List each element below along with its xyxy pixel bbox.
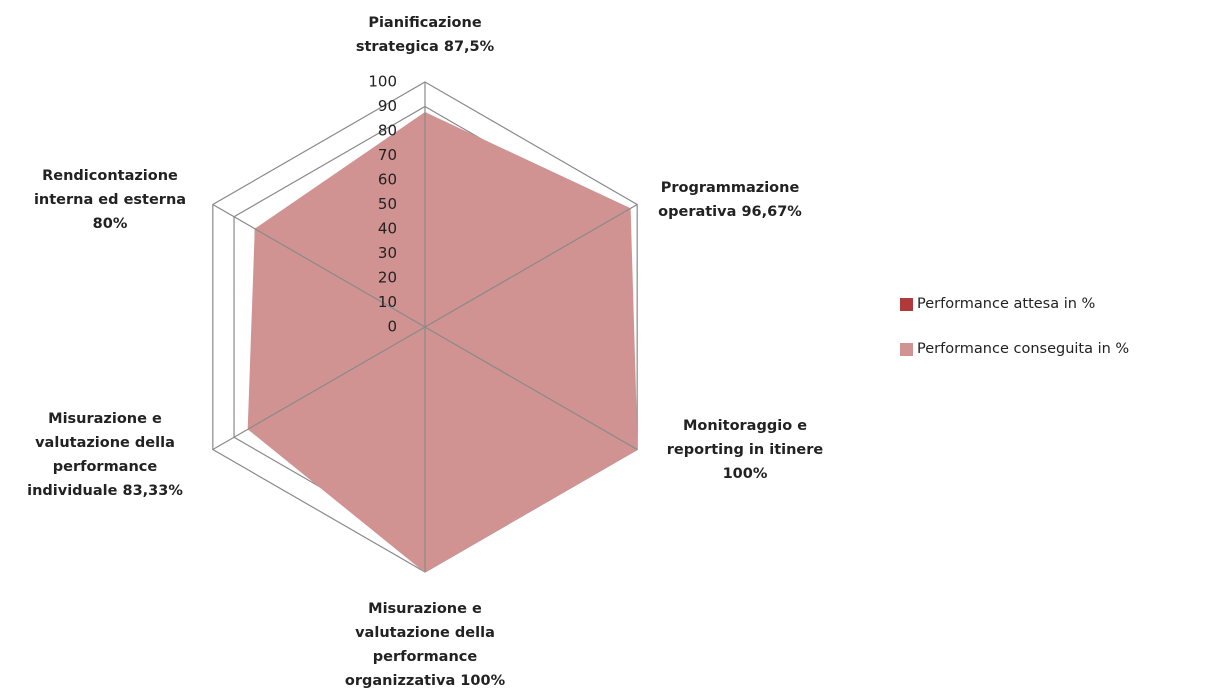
category-label: Misurazione e valutazione della performa… — [27, 411, 183, 499]
legend-item: Performance attesa in % — [900, 296, 1095, 312]
category-label: Monitoraggio e reporting in itinere 100% — [666, 418, 824, 482]
spoke — [212, 326, 426, 451]
category-label: Programmazione operativa 96,67% — [658, 180, 802, 220]
category-label: Rendicontazione interna ed esterna 80% — [33, 168, 187, 232]
spoke — [424, 203, 638, 328]
y-tick-label: 30 — [378, 244, 397, 262]
y-tick-label: 90 — [378, 97, 397, 115]
legend-swatch — [900, 297, 913, 311]
y-tick-label: 10 — [378, 293, 397, 311]
legend-label: Performance conseguita in % — [917, 341, 1130, 357]
legend-label: Performance attesa in % — [917, 296, 1096, 312]
y-tick-label: 100 — [368, 73, 397, 91]
legend-item: Performance conseguita in % — [900, 341, 1129, 357]
spoke — [424, 326, 638, 451]
category-label: Pianificazione strategica 87,5% — [355, 15, 495, 55]
y-tick-label: 60 — [378, 171, 397, 189]
y-tick-label: 80 — [378, 122, 397, 140]
y-tick-label: 70 — [378, 146, 397, 164]
spoke — [212, 203, 426, 328]
category-label: Misurazione e valutazione della performa… — [344, 601, 506, 689]
legend-swatch — [900, 342, 913, 356]
y-tick-label: 50 — [378, 195, 397, 213]
y-tick-label: 40 — [378, 220, 397, 238]
y-tick-label: 20 — [378, 269, 397, 287]
y-tick-label: 0 — [387, 318, 397, 336]
